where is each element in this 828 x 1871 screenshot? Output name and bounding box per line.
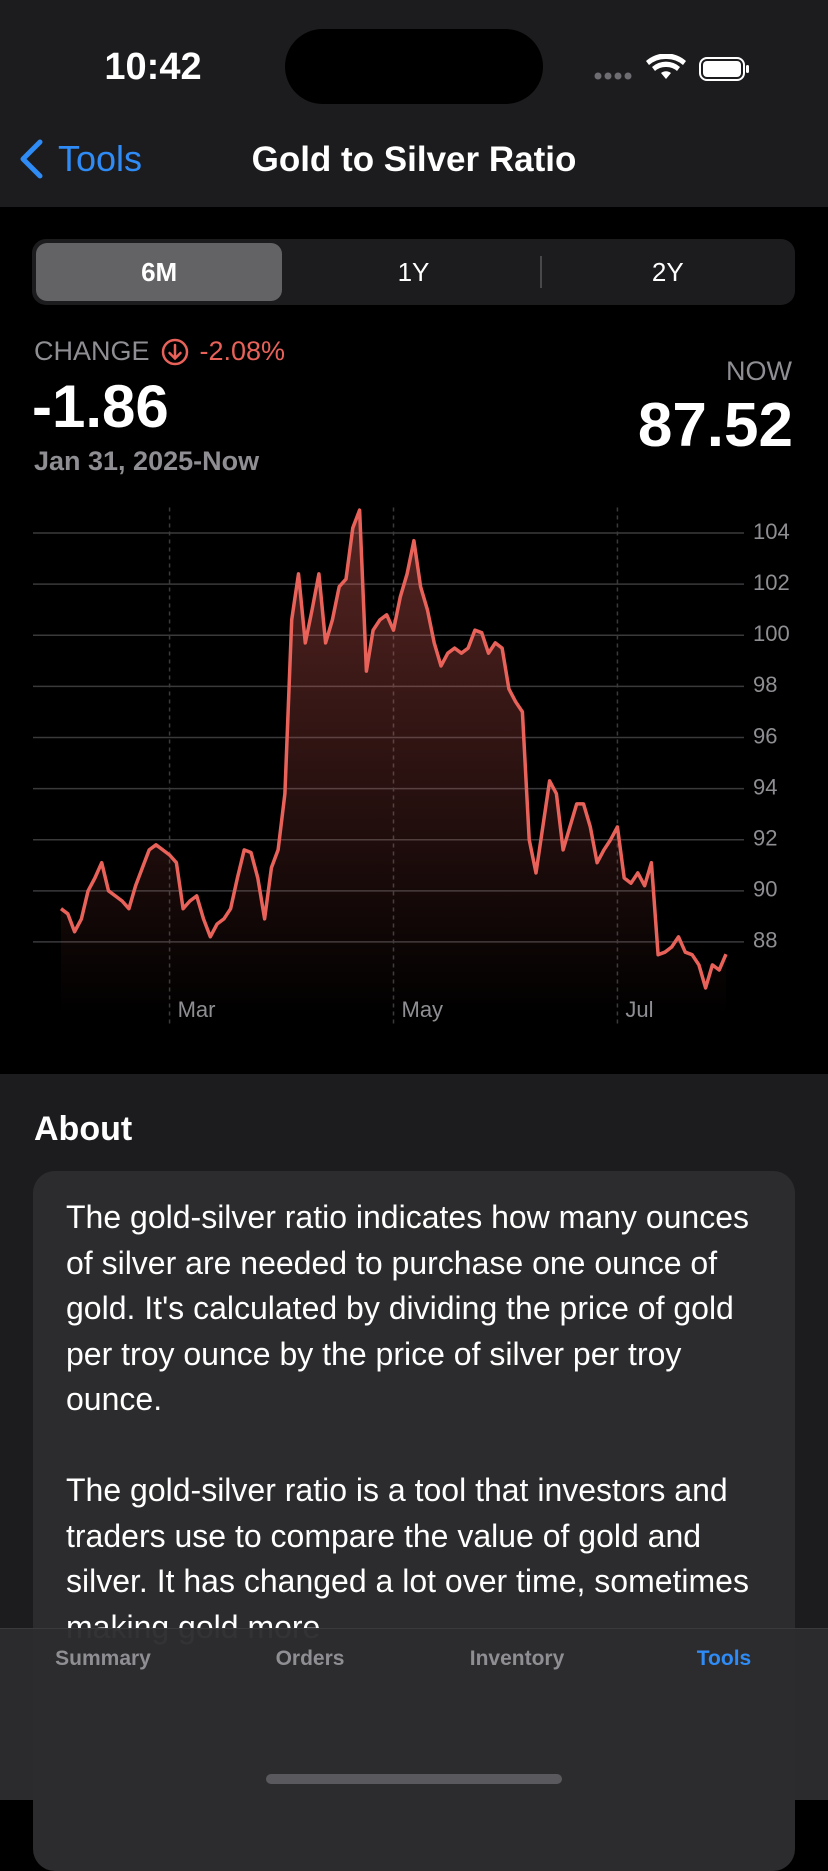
down-icon	[161, 338, 188, 365]
change-label: CHANGE	[34, 336, 150, 366]
tab-label: Orders	[275, 1647, 345, 1670]
segment-option[interactable]: 1Y	[397, 257, 430, 287]
change-percent: -2.08%	[199, 336, 286, 366]
change-row: CHANGE -2.08%	[34, 336, 285, 367]
tab[interactable]: Inventory	[417, 1629, 617, 1671]
range-picker: 6M 1Y 2Y	[32, 239, 795, 305]
tab[interactable]: Summary	[3, 1629, 203, 1671]
period: Jan 31, 2025-Now	[34, 446, 260, 476]
y-tick-label: 88	[753, 928, 777, 953]
y-tick-label: 92	[753, 826, 777, 851]
tab-bar: Summary Orders Inventory Tools	[0, 1628, 828, 1800]
now-label: NOW	[726, 356, 792, 386]
dynamic-island	[285, 29, 543, 104]
tab[interactable]: Orders	[210, 1629, 410, 1671]
chart: 889092949698100102104MarMayJul	[33, 507, 790, 1025]
back-label: Tools	[58, 138, 143, 179]
status-icons	[594, 54, 749, 81]
y-tick-label: 90	[753, 877, 777, 902]
segment-separator	[539, 256, 542, 288]
y-tick-label: 100	[753, 621, 790, 646]
tab-label: Summary	[55, 1647, 151, 1670]
tab-label: Inventory	[469, 1647, 565, 1670]
paragraph: The gold-silver ratio indicates how many…	[66, 1199, 749, 1417]
y-tick-label: 102	[753, 570, 790, 595]
back-button[interactable]: Tools	[18, 138, 142, 180]
back-chevron	[20, 139, 43, 179]
change-value: -1.86	[32, 373, 169, 440]
area	[61, 510, 726, 1019]
now-value: 87.52	[637, 391, 793, 460]
segment-selected	[36, 243, 283, 301]
status-time: 10:42	[104, 46, 202, 88]
nav-title: Gold to Silver Ratio	[251, 140, 577, 179]
line	[59, 508, 728, 990]
about-title: About	[34, 1110, 133, 1148]
tab-label: Tools	[696, 1647, 752, 1670]
paragraph: The gold-silver ratio is a tool that inv…	[66, 1472, 749, 1645]
y-tick-label: 94	[753, 774, 777, 799]
tab[interactable]: Tools	[624, 1629, 824, 1671]
y-tick-label: 98	[753, 672, 777, 697]
segment-option[interactable]: 2Y	[651, 257, 684, 287]
y-tick-label: 96	[753, 723, 777, 748]
segment-option[interactable]: 6M	[141, 257, 178, 287]
y-tick-label: 104	[753, 519, 790, 544]
home-indicator	[266, 1774, 562, 1784]
